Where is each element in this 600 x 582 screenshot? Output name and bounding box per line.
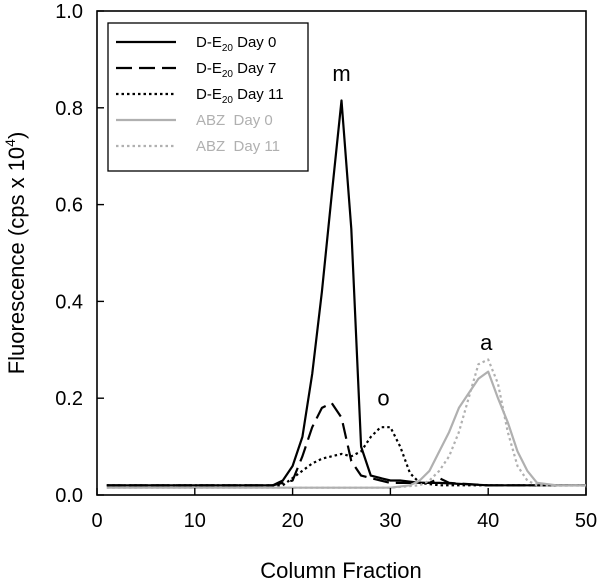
y-tick-label: 0.2 [55, 388, 83, 410]
legend-label-tail: Day 11 [233, 86, 284, 103]
y-axis-label-main: Fluorescence (cps x 10 [4, 147, 29, 374]
legend-label-tail: Day 0 [233, 34, 276, 51]
legend-label-main: ABZ [196, 138, 225, 155]
legend-label-sub: 20 [222, 95, 234, 106]
y-tick-label: 0.6 [55, 195, 83, 217]
curves [106, 99, 586, 489]
x-tick-label: 30 [379, 510, 401, 532]
series-line-4 [106, 370, 586, 489]
y-tick-label: 0.0 [55, 485, 83, 507]
legend-label-main: D-E [196, 86, 222, 103]
peak-label-o: o [377, 385, 389, 410]
legend-label-tail: Day 7 [233, 60, 276, 77]
peak-annotations: m o a [332, 61, 493, 410]
plot-frame [96, 10, 587, 496]
legend-label-tail: Day 11 [225, 138, 280, 155]
x-tick-label: 10 [184, 510, 206, 532]
legend-label-4: ABZ Day 0 [196, 112, 273, 129]
series-line-5 [106, 358, 586, 489]
peak-label-a: a [480, 330, 493, 355]
legend-label-1: D-E20 Day 0 [196, 34, 276, 54]
x-axis-label: Column Fraction [260, 558, 421, 582]
x-tick-label: 0 [91, 510, 102, 532]
legend-label-main: D-E [196, 34, 222, 51]
legend-label-sub: 20 [222, 43, 234, 54]
x-tick-label: 40 [477, 510, 499, 532]
legend-box [107, 22, 309, 172]
legend-label-sub: 20 [222, 69, 234, 80]
y-tick-label: 0.4 [55, 291, 83, 313]
legend-label-2: D-E20 Day 7 [196, 60, 276, 80]
y-axis-label-sup: 4 [2, 139, 18, 147]
legend-label-5: ABZ Day 11 [196, 138, 280, 155]
legend-label-3: D-E20 Day 11 [196, 86, 284, 106]
y-axis-label-close: ) [4, 132, 29, 139]
legend-label-main: ABZ [196, 112, 225, 129]
legend-label-tail: Day 0 [225, 112, 273, 129]
y-tick-label: 1.0 [55, 1, 83, 23]
axis-ticks: 0 10 20 30 40 50 0.0 0.2 0.4 0.6 0.8 1.0 [55, 1, 597, 532]
series-line-3 [106, 426, 586, 487]
y-tick-label: 0.8 [55, 98, 83, 120]
x-tick-label: 50 [575, 510, 597, 532]
x-tick-label: 20 [281, 510, 303, 532]
peak-label-m: m [332, 61, 350, 86]
legend-label-main: D-E [196, 60, 222, 77]
y-axis-label: Fluorescence (cps x 104) [2, 132, 29, 375]
